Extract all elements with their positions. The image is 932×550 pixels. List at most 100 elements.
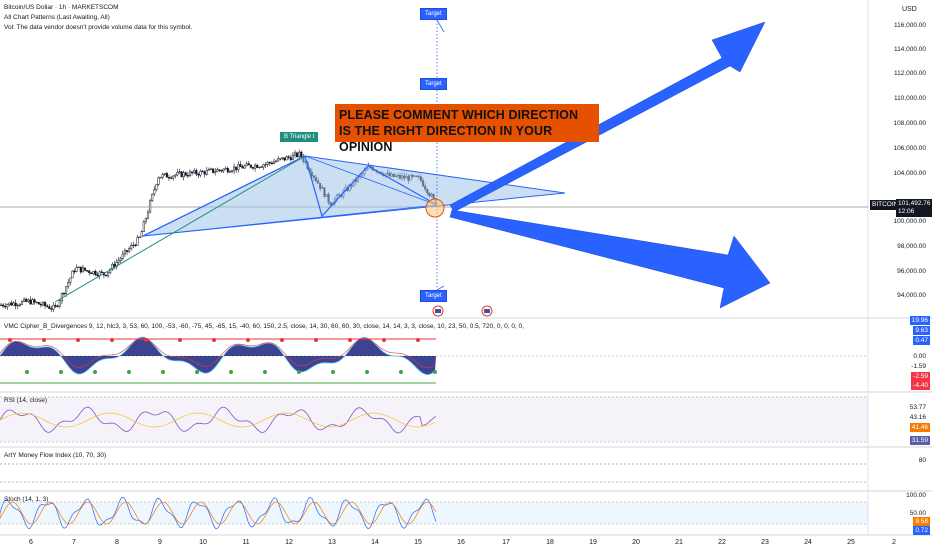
candle-body	[205, 169, 208, 175]
rsi-pane-title[interactable]: RSI (14, close)	[4, 397, 47, 404]
candle-body	[251, 167, 255, 169]
candle-body	[12, 302, 15, 306]
vmc-dot	[348, 338, 352, 342]
stoch-band	[0, 502, 868, 524]
vmc-dot	[8, 338, 12, 342]
candle-body	[41, 302, 45, 306]
time-tick-20: 2	[892, 539, 896, 546]
mfi-pane-title[interactable]: ArtY Money Flow Index (10, 70, 30)	[4, 452, 107, 459]
candle-body	[134, 244, 137, 247]
candle-body	[136, 236, 139, 246]
vmc-dot	[331, 370, 335, 374]
candle-body	[184, 172, 187, 176]
currency-label[interactable]: USD	[902, 6, 917, 13]
rsi-band	[0, 397, 868, 442]
candle-body	[279, 158, 282, 160]
candle-body	[121, 253, 124, 259]
candle-body	[247, 163, 250, 166]
candle-body	[52, 305, 55, 310]
candle-body	[29, 299, 32, 305]
candle-body	[275, 160, 278, 163]
candle-body	[199, 170, 202, 176]
target-tag-bottom[interactable]: Target	[420, 290, 447, 302]
candle-body	[117, 260, 120, 263]
banner-line-1: PLEASE COMMENT WHICH DIRECTION	[339, 108, 579, 122]
candle-body	[23, 298, 26, 302]
candle-body	[8, 302, 11, 305]
candle-body	[203, 171, 206, 175]
time-tick-19: 25	[847, 539, 855, 546]
vmc-badge-0: 19.96	[909, 316, 930, 325]
candle-body	[10, 302, 13, 306]
price-tick-5: 106,000.00	[893, 145, 926, 152]
vmc-dot	[76, 338, 80, 342]
target-hook-top	[436, 19, 445, 33]
time-tick-6: 12	[285, 539, 293, 546]
candle-body	[224, 167, 227, 170]
candle-body	[4, 305, 7, 308]
candle-body	[123, 250, 126, 255]
last-price-tag: 101,492.76 12:06	[896, 199, 932, 217]
candle-body	[132, 244, 135, 247]
candle-body	[130, 245, 133, 249]
vmc-wave-fill	[0, 337, 436, 375]
direction-banner[interactable]: PLEASE COMMENT WHICH DIRECTION IS THE RI…	[335, 104, 599, 154]
candle-body	[245, 163, 248, 167]
candle-body	[96, 274, 99, 277]
candle-body	[128, 248, 131, 252]
candle-body	[125, 250, 129, 252]
event-flag-icon-inner	[484, 309, 490, 313]
candle-body	[37, 302, 40, 305]
candle-body	[214, 171, 217, 173]
candle-body	[289, 157, 292, 161]
candle-body	[270, 162, 273, 165]
candle-body	[161, 174, 164, 178]
vmc-dot	[297, 370, 301, 374]
up-arrow-icon	[449, 21, 766, 213]
stoch-pane-title[interactable]: Stoch (14, 1, 3)	[4, 496, 49, 503]
target-tag-middle[interactable]: Target	[420, 78, 447, 90]
event-flag-icon-inner	[435, 309, 441, 313]
candle-body	[191, 171, 194, 174]
time-tick-5: 11	[242, 539, 250, 546]
vmc-pane-title[interactable]: VMC Cipher_B_Divergences 9, 12, hlc3, 3,…	[4, 323, 524, 330]
candle-body	[182, 172, 185, 178]
candle-body	[249, 164, 252, 168]
symbol-price-tag: BITCOIN	[870, 200, 901, 210]
candle-body	[254, 164, 257, 169]
candle-body	[239, 164, 242, 168]
candle-body	[178, 171, 181, 173]
triangle-pattern-tag[interactable]: B Triangle t	[280, 132, 319, 142]
target-tag-top[interactable]: Target	[420, 8, 447, 20]
vmc-badge-4: -4.40	[911, 381, 930, 390]
price-tick-11: 94,000.00	[897, 292, 926, 299]
rsi-tick-0: 53.77	[909, 404, 926, 411]
volume-note: Vol: The data vendor doesn't provide vol…	[4, 24, 193, 31]
vmc-dot	[433, 370, 437, 374]
vmc-dot	[382, 338, 386, 342]
candle-body	[39, 303, 42, 306]
candle-body	[56, 305, 59, 307]
price-tick-6: 104,000.00	[893, 170, 926, 177]
candle-body	[138, 236, 141, 239]
patterns-indicator-label[interactable]: All Chart Patterns (Last Awaiting, All)	[4, 14, 110, 21]
candle-body	[293, 152, 297, 156]
candle-body	[107, 272, 110, 277]
vmc-dot	[144, 338, 148, 342]
down-arrow-icon	[449, 209, 771, 309]
candle-body	[2, 304, 5, 307]
candle-body	[258, 166, 261, 169]
candle-body	[241, 166, 244, 169]
symbol-title[interactable]: Bitcoin/US Dollar · 1h · MARKETSCOM	[4, 4, 119, 11]
stoch-d-line	[0, 501, 437, 525]
banner-line-2: IS THE RIGHT DIRECTION IN YOUR OPINION	[339, 124, 553, 154]
candle-body	[35, 301, 38, 304]
vmc-dot	[93, 370, 97, 374]
candle-body	[58, 300, 61, 307]
vmc-dot	[365, 370, 369, 374]
candle-body	[218, 169, 221, 171]
vmc-dot	[212, 338, 216, 342]
candle-body	[60, 293, 63, 301]
candle-body	[83, 267, 87, 271]
